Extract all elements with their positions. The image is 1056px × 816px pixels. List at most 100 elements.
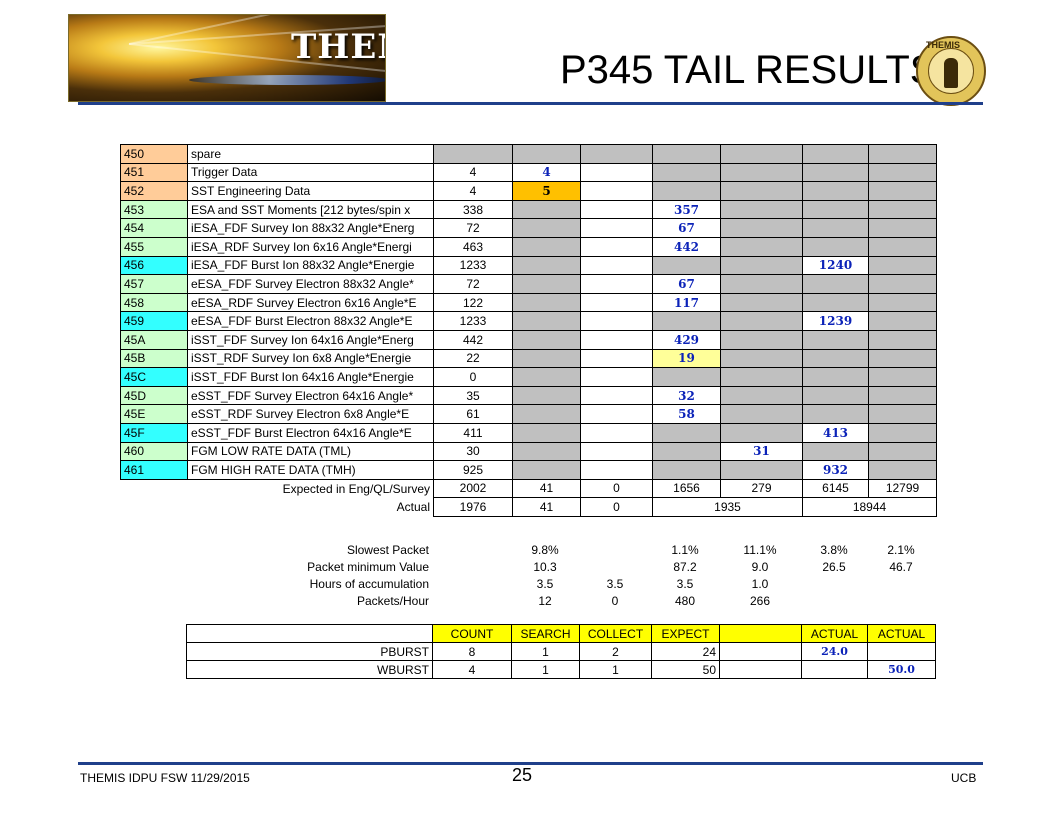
result-cell [580, 422, 653, 443]
table-row: 450 spare [120, 144, 937, 164]
result-cell [580, 329, 653, 350]
packet-description: eESA_FDF Survey Electron 88x32 Angle* [187, 274, 434, 294]
result-cell [868, 348, 937, 369]
footer-right-text: UCB [951, 771, 977, 785]
themis-seal-icon: THEMIS [916, 36, 986, 106]
table-row: 454 iESA_FDF Survey Ion 88x32 Angle*Energ… [120, 218, 937, 238]
result-cell [512, 144, 581, 164]
stats-row: Packet minimum Value 10.3 87.2 9.0 26.5 46.7 [186, 558, 935, 575]
result-cell [868, 218, 937, 238]
stats-value: 9.0 [751, 559, 769, 574]
result-cell [868, 255, 937, 276]
stats-value [867, 592, 935, 609]
result-cell [720, 385, 803, 406]
result-cell [580, 292, 653, 313]
actual-summary-row: Actual 1976 41 0 1935 18944 [120, 497, 937, 517]
burst-header-row: COUNT SEARCH COLLECT EXPECT ACTUAL ACTUAL [186, 624, 936, 643]
result-cell [802, 218, 869, 238]
burst-count: 4 [432, 660, 512, 679]
slide-title: P345 TAIL RESULTS [560, 48, 937, 92]
result-cell [802, 181, 869, 201]
packet-id: 45F [120, 422, 188, 443]
result-cell: 31 [720, 441, 803, 462]
result-cell [720, 144, 803, 164]
result-cell [802, 292, 869, 313]
packet-description: eSST_RDF Survey Electron 6x8 Angle*E [187, 404, 434, 424]
packet-id: 450 [120, 144, 188, 164]
burst-count: 8 [432, 642, 512, 661]
stats-value: 87.2 [673, 559, 697, 574]
result-cell [802, 348, 869, 369]
footer-rule [78, 762, 983, 765]
result-cell [580, 404, 653, 424]
expected-count: 4 [433, 162, 513, 183]
result-cell [512, 441, 581, 462]
result-cell: 32 [652, 385, 721, 406]
expected-count: 4 [433, 181, 513, 201]
expected-count: 411 [433, 422, 513, 443]
result-cell [720, 367, 803, 387]
burst-header: COUNT [432, 624, 512, 643]
result-cell [580, 367, 653, 387]
expected-total: 0 [580, 478, 653, 499]
result-cell [868, 162, 937, 183]
packet-id: 453 [120, 199, 188, 220]
burst-actual-1: 24.0 [801, 642, 868, 661]
result-cell [652, 144, 721, 164]
result-cell [512, 236, 581, 257]
actual-total: 1976 [433, 497, 513, 517]
actual-label: Actual [120, 497, 434, 517]
packet-description: iSST_FDF Burst Ion 64x16 Angle*Energie [187, 367, 434, 387]
result-cell [512, 311, 581, 331]
result-cell [580, 199, 653, 220]
actual-total: 18944 [802, 497, 937, 517]
table-row: 459 eESA_FDF Burst Electron 88x32 Angle*E… [120, 311, 937, 331]
expected-count: 72 [433, 274, 513, 294]
table-row: 456 iESA_FDF Burst Ion 88x32 Angle*Energi… [120, 255, 937, 276]
result-cell [720, 181, 803, 201]
stats-blank [432, 592, 511, 609]
stats-value [579, 541, 651, 558]
result-cell [720, 329, 803, 350]
expected-count: 338 [433, 199, 513, 220]
stats-value: 10.3 [533, 559, 557, 574]
table-row: 457 eESA_FDF Survey Electron 88x32 Angle*… [120, 274, 937, 294]
packet-description: iSST_RDF Survey Ion 6x8 Angle*Energie [187, 348, 434, 369]
result-cell: 413 [802, 422, 869, 443]
result-cell: 429 [652, 329, 721, 350]
stats-value [579, 558, 651, 575]
result-cell [720, 422, 803, 443]
result-cell [512, 274, 581, 294]
result-cell [720, 236, 803, 257]
result-cell [868, 144, 937, 164]
actual-total: 0 [580, 497, 653, 517]
result-cell [512, 218, 581, 238]
table-row: 45E eSST_RDF Survey Electron 6x8 Angle*E 6… [120, 404, 937, 424]
table-row: 452 SST Engineering Data 4 5 [120, 181, 937, 201]
expected-count: 122 [433, 292, 513, 313]
stats-value: 480 [674, 593, 696, 608]
result-cell: 19 [652, 348, 721, 369]
result-cell [720, 218, 803, 238]
actual-total: 41 [512, 497, 581, 517]
burst-label: PBURST [186, 642, 433, 661]
stats-value: 3.5 [676, 576, 694, 591]
result-cell [512, 385, 581, 406]
result-cell [720, 274, 803, 294]
expected-total: 6145 [802, 478, 869, 499]
result-cell [868, 441, 937, 462]
result-cell [868, 236, 937, 257]
result-cell [512, 329, 581, 350]
stats-value: 26.5 [822, 559, 846, 574]
result-cell [580, 144, 653, 164]
result-cell: 4 [512, 162, 581, 183]
result-cell [720, 199, 803, 220]
result-cell [652, 255, 721, 276]
packet-description: spare [187, 144, 434, 164]
packet-id: 454 [120, 218, 188, 238]
packet-id: 459 [120, 311, 188, 331]
table-row: 455 iESA_RDF Survey Ion 6x16 Angle*Energi… [120, 236, 937, 257]
table-row: 45B iSST_RDF Survey Ion 6x8 Angle*Energie… [120, 348, 937, 369]
packet-description: eSST_FDF Survey Electron 64x16 Angle* [187, 385, 434, 406]
stats-value: 3.5 [536, 576, 554, 591]
